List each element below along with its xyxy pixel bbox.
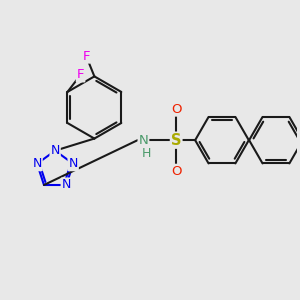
Text: S: S <box>171 133 181 148</box>
Text: N: N <box>61 178 71 191</box>
Text: N: N <box>50 144 60 157</box>
Text: N: N <box>32 157 42 170</box>
Text: F: F <box>77 68 84 81</box>
Text: N: N <box>68 157 78 170</box>
Text: O: O <box>171 103 181 116</box>
Text: H: H <box>141 147 151 161</box>
Text: O: O <box>171 165 181 178</box>
Text: F: F <box>82 50 90 63</box>
Text: N: N <box>139 134 148 147</box>
